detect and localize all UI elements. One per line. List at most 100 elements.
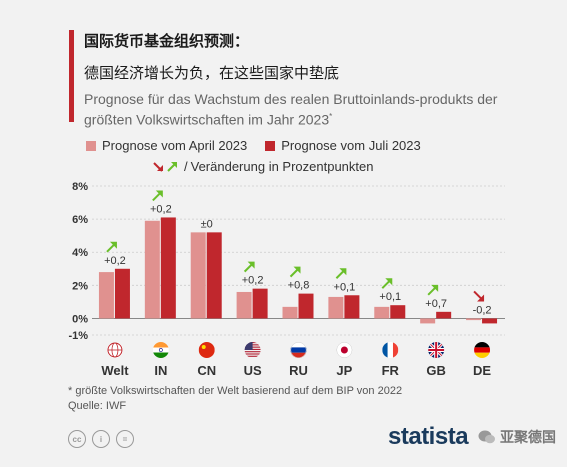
flag-india-icon	[152, 342, 169, 358]
arrow-up-icon	[335, 268, 347, 279]
bar-juli	[114, 268, 130, 319]
flag-body	[336, 342, 353, 358]
bar-april	[420, 318, 436, 324]
x-tick-label: RU	[289, 363, 308, 378]
watermark: 亚聚德国	[478, 427, 556, 447]
flag-canton	[244, 342, 253, 350]
arrow-shaft	[381, 280, 390, 289]
flag-stripe	[244, 355, 261, 357]
arrow-down-icon	[473, 290, 485, 302]
chart-subtitle-text: Prognose für das Wachstum des realen Bru…	[84, 91, 498, 128]
legend-label-juli: Prognose vom Juli 2023	[281, 138, 421, 153]
arrow-shaft	[335, 270, 345, 279]
attribution-icon: i	[92, 430, 110, 448]
cc-icon: cc	[68, 430, 86, 448]
bar-juli	[482, 318, 498, 324]
chart-title: 国际货币基金组织预测：	[84, 32, 250, 50]
arrow-down-up-icon	[153, 161, 177, 172]
flag-part	[290, 347, 307, 353]
change-label: -0,2	[473, 304, 492, 316]
legend: Prognose vom April 2023 Prognose vom Jul…	[86, 136, 439, 176]
arrow-head	[477, 294, 485, 302]
legend-arrows	[152, 160, 180, 174]
bar-juli	[298, 293, 314, 319]
flag-stripe	[244, 353, 261, 355]
flag-part	[290, 352, 307, 358]
change-label: +0,1	[379, 291, 401, 303]
flag-part	[152, 342, 169, 348]
flag-japan-icon	[336, 342, 353, 358]
flag-france-icon	[382, 342, 399, 358]
subtitle-footnote-mark: *	[329, 112, 333, 121]
change-label: +0,8	[288, 280, 310, 292]
legend-swatch-juli	[265, 140, 276, 151]
arrow-shaft	[152, 192, 161, 202]
flag-body	[428, 342, 445, 358]
flag-body	[474, 342, 491, 358]
x-tick-label: GB	[426, 363, 446, 378]
change-label: +0,2	[150, 203, 172, 215]
flag-part	[474, 342, 491, 348]
flag-border	[336, 342, 353, 358]
legend-swatch-april	[86, 140, 96, 151]
title-accent-bar	[69, 30, 74, 122]
y-tick-label: -1%	[68, 330, 88, 342]
flag-part	[392, 342, 399, 358]
arrow-head	[431, 284, 439, 292]
bar-juli	[436, 311, 452, 319]
globe-icon	[106, 342, 123, 358]
chart-title-line2: 德国经济增长为负，在这些国家中垫底	[84, 64, 340, 82]
arrow-head	[247, 261, 255, 269]
bar-juli	[160, 217, 176, 319]
y-tick-label: 6%	[72, 214, 88, 226]
arrow-head	[385, 278, 393, 286]
legend-slash: /	[184, 159, 188, 174]
arrow-shaft	[427, 287, 436, 296]
flag-body	[290, 342, 307, 358]
flag-star	[201, 345, 206, 349]
bar-april	[236, 291, 252, 319]
flag-china-icon	[198, 342, 215, 358]
license-icons: cc i =	[68, 430, 134, 448]
bar-april	[144, 220, 160, 319]
bar-april	[466, 318, 482, 321]
statista-logo: statista	[388, 423, 469, 450]
arrow-up-icon	[106, 241, 117, 253]
arrow-head	[293, 266, 301, 274]
change-label: +0,2	[104, 255, 126, 267]
x-tick-label: JP	[336, 363, 352, 378]
change-label: ±0	[201, 218, 213, 230]
arrow-head	[339, 268, 347, 276]
legend-item-juli: Prognose vom Juli 2023	[265, 138, 421, 153]
flag-part	[152, 352, 169, 358]
legend-label-change: Veränderung in Prozentpunkten	[190, 159, 374, 174]
bar-juli	[390, 305, 406, 319]
y-tick-label: 8%	[72, 181, 88, 193]
x-tick-label: IN	[154, 363, 167, 378]
flag-part	[382, 342, 388, 358]
arrow-up-icon	[381, 278, 393, 289]
bar-april	[374, 306, 390, 319]
arrow-shaft	[106, 244, 115, 253]
arrow-shaft	[243, 263, 253, 273]
y-tick-label: 2%	[72, 280, 88, 292]
y-tick-label: 4%	[72, 247, 88, 259]
watermark-text: 亚聚德国	[500, 430, 556, 446]
x-tick-label: US	[244, 363, 262, 378]
flag-uk-icon	[428, 342, 445, 358]
x-tick-label: DE	[473, 363, 491, 378]
wechat-icon	[478, 430, 495, 444]
change-label: +0,1	[334, 281, 356, 293]
flag-part	[428, 349, 445, 351]
flag-body	[244, 342, 261, 357]
change-label: +0,2	[242, 275, 264, 287]
footnote-text: * größte Volkswirtschaften der Welt basi…	[68, 385, 403, 397]
flag-border	[290, 342, 307, 358]
flag-sun	[340, 346, 348, 354]
arrow-up-icon	[289, 266, 301, 278]
flag-germany-icon	[474, 342, 491, 358]
flag-part	[474, 347, 491, 353]
flag-stripe	[244, 351, 261, 353]
bar-juli	[206, 232, 222, 319]
flag-usa-icon	[244, 342, 261, 357]
